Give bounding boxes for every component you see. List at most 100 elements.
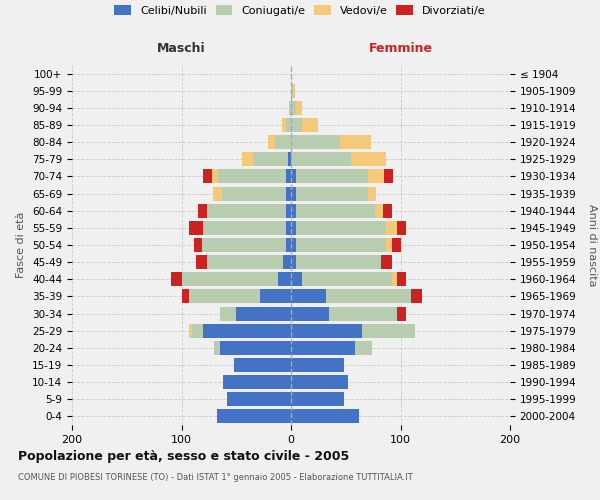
Y-axis label: Fasce di età: Fasce di età (16, 212, 26, 278)
Text: Femmine: Femmine (368, 42, 433, 54)
Bar (397, 272, 406, 286)
Bar (412, 290, 422, 304)
Bar (286, 204, 291, 218)
Bar (196, 255, 206, 269)
Bar (283, 255, 291, 269)
Bar (268, 135, 275, 149)
Bar (291, 118, 302, 132)
Bar (340, 135, 371, 149)
Text: COMUNE DI PIOBESI TORINESE (TO) - Dati ISTAT 1° gennaio 2005 - Elaborazione TUTT: COMUNE DI PIOBESI TORINESE (TO) - Dati I… (18, 472, 413, 482)
Bar (291, 221, 296, 235)
Bar (293, 84, 295, 98)
Bar (213, 186, 222, 200)
Bar (242, 152, 253, 166)
Bar (291, 255, 296, 269)
Bar (203, 324, 291, 338)
Bar (296, 101, 302, 115)
Bar (296, 238, 386, 252)
Bar (189, 221, 203, 235)
Bar (220, 306, 236, 320)
Bar (291, 375, 348, 389)
Bar (351, 152, 386, 166)
Bar (291, 186, 296, 200)
Bar (234, 358, 291, 372)
Bar (291, 341, 355, 355)
Bar (384, 170, 393, 183)
Bar (291, 152, 351, 166)
Bar (291, 290, 326, 304)
Bar (291, 358, 344, 372)
Bar (212, 170, 218, 183)
Bar (296, 204, 376, 218)
Bar (218, 170, 286, 183)
Text: Maschi: Maschi (157, 42, 206, 54)
Bar (291, 410, 359, 424)
Bar (291, 101, 296, 115)
Bar (289, 101, 291, 115)
Bar (206, 204, 286, 218)
Bar (189, 324, 193, 338)
Bar (194, 238, 202, 252)
Bar (302, 272, 392, 286)
Bar (214, 341, 220, 355)
Bar (198, 204, 206, 218)
Bar (278, 272, 291, 286)
Bar (326, 290, 412, 304)
Bar (286, 221, 291, 235)
Text: Popolazione per età, sesso e stato civile - 2005: Popolazione per età, sesso e stato civil… (18, 450, 349, 463)
Bar (286, 170, 291, 183)
Bar (397, 221, 406, 235)
Bar (260, 290, 291, 304)
Bar (381, 255, 392, 269)
Bar (362, 324, 415, 338)
Bar (286, 118, 291, 132)
Bar (236, 306, 291, 320)
Bar (376, 204, 383, 218)
Bar (296, 186, 368, 200)
Bar (291, 238, 296, 252)
Bar (291, 392, 344, 406)
Bar (223, 375, 291, 389)
Bar (253, 152, 288, 166)
Bar (282, 118, 286, 132)
Bar (182, 272, 278, 286)
Bar (392, 238, 401, 252)
Bar (203, 221, 286, 235)
Bar (302, 118, 319, 132)
Bar (202, 238, 286, 252)
Bar (386, 238, 392, 252)
Bar (355, 341, 372, 355)
Bar (291, 324, 362, 338)
Bar (170, 272, 182, 286)
Bar (329, 306, 397, 320)
Bar (397, 306, 406, 320)
Bar (189, 290, 260, 304)
Bar (286, 186, 291, 200)
Bar (291, 272, 302, 286)
Bar (182, 290, 189, 304)
Bar (206, 255, 283, 269)
Y-axis label: Anni di nascita: Anni di nascita (587, 204, 598, 286)
Bar (217, 410, 291, 424)
Bar (286, 238, 291, 252)
Bar (220, 341, 291, 355)
Bar (392, 272, 397, 286)
Bar (296, 170, 368, 183)
Bar (386, 221, 397, 235)
Bar (291, 204, 296, 218)
Bar (296, 255, 381, 269)
Bar (291, 84, 293, 98)
Bar (193, 324, 203, 338)
Bar (288, 152, 291, 166)
Legend: Celibi/Nubili, Coniugati/e, Vedovi/e, Divorziati/e: Celibi/Nubili, Coniugati/e, Vedovi/e, Di… (110, 0, 490, 20)
Bar (296, 221, 386, 235)
Bar (383, 204, 392, 218)
Bar (368, 186, 376, 200)
Bar (291, 170, 296, 183)
Bar (222, 186, 286, 200)
Bar (227, 392, 291, 406)
Bar (203, 170, 212, 183)
Bar (275, 135, 291, 149)
Bar (368, 170, 384, 183)
Bar (291, 306, 329, 320)
